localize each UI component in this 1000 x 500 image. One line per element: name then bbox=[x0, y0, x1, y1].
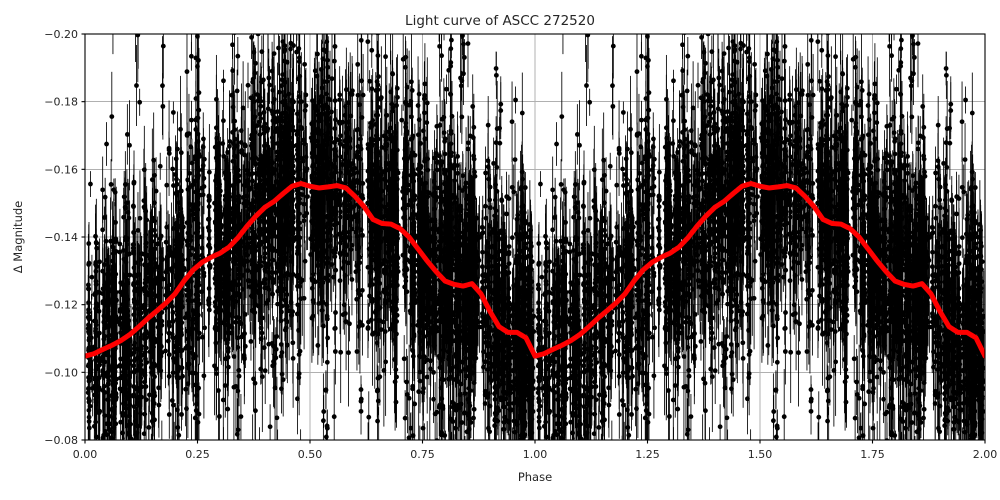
y-axis-label: Δ Magnitude bbox=[11, 201, 25, 273]
binned-mean-light-curve bbox=[85, 181, 985, 359]
photometry-scatter-series bbox=[85, 34, 985, 440]
y-axis-ticks: −0.20−0.18−0.16−0.14−0.12−0.10−0.08 bbox=[44, 28, 85, 447]
x-axis-ticks: 0.00 0.25 0.50 0.75 1.00 1.25 1.50 1.75 2.00 bbox=[73, 440, 997, 461]
plot-title: Light curve of ASCC 272520 bbox=[405, 13, 595, 29]
red-mean-curve-path bbox=[85, 181, 985, 359]
x-axis-label: Phase bbox=[518, 470, 552, 484]
